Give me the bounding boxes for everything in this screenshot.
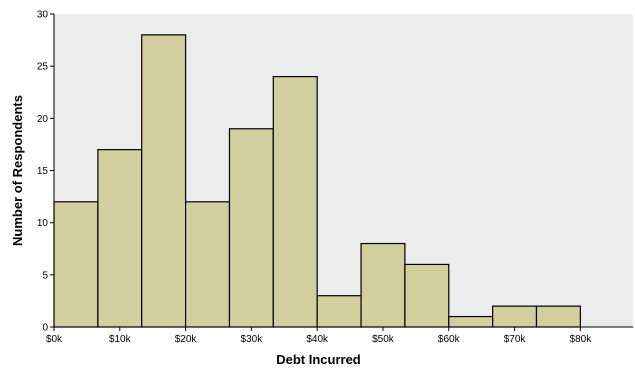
histogram-bar: [404, 263, 450, 328]
y-tick-label: 0: [42, 323, 48, 334]
x-tick-label: $50k: [372, 334, 395, 345]
histogram-bar: [316, 295, 362, 328]
y-tick-label: 10: [37, 218, 49, 229]
histogram-bar: [492, 305, 538, 328]
x-tick-label: $80k: [570, 334, 593, 345]
histogram-bar: [141, 34, 187, 328]
x-tick-label: $60k: [438, 334, 461, 345]
histogram-bar: [228, 128, 274, 328]
x-tick-label: $30k: [241, 334, 264, 345]
histogram-bar: [448, 315, 494, 328]
x-tick-label: $0k: [46, 334, 63, 345]
y-ticks-group: 0 5 10 15 20 25 30: [37, 10, 54, 334]
y-tick-label: 5: [42, 270, 48, 281]
y-axis-title: Number of Respondents: [10, 95, 25, 246]
histogram-bar: [97, 149, 143, 328]
x-tick-label: $10k: [109, 334, 132, 345]
y-tick-label: 15: [37, 166, 49, 177]
x-tick-label: $20k: [175, 334, 198, 345]
x-tick-label: $70k: [504, 334, 527, 345]
histogram-bar: [272, 75, 318, 328]
histogram-bar: [184, 201, 231, 328]
histogram-bar: [360, 242, 406, 328]
x-ticks-group: $0k $10k $20k $30k $40k $50k $60k $70k $80k: [46, 327, 592, 345]
x-axis-title: Debt Incurred: [276, 352, 361, 367]
histogram-bar: [535, 305, 581, 328]
y-tick-label: 25: [37, 62, 49, 73]
x-tick-label: $40k: [306, 334, 329, 345]
y-tick-label: 30: [37, 10, 49, 21]
bars-group: [53, 34, 581, 328]
histogram-bar: [53, 201, 99, 328]
y-tick-label: 20: [37, 114, 49, 125]
